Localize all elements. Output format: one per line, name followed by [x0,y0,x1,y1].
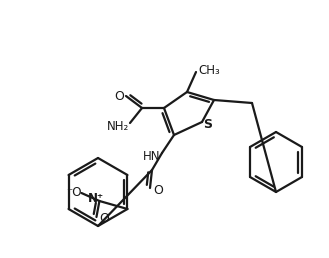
Text: O: O [99,213,109,225]
Text: HN: HN [143,150,161,164]
Text: ⁻O: ⁻O [67,186,82,198]
Text: N⁺: N⁺ [88,192,104,206]
Text: NH₂: NH₂ [107,120,129,133]
Text: O: O [114,90,124,102]
Text: O: O [153,183,163,197]
Text: CH₃: CH₃ [198,64,220,77]
Text: S: S [204,117,213,131]
